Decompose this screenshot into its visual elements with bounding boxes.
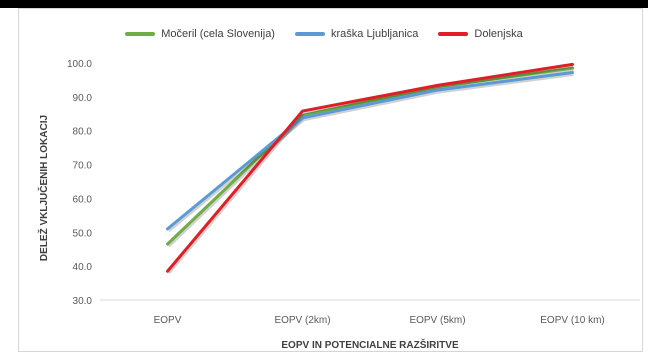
legend-label-2: kraška Ljubljanica <box>330 28 419 40</box>
chart-legend: Močeril (cela Slovenija) kraška Ljubljan… <box>0 26 648 42</box>
legend-swatch-2 <box>294 32 325 36</box>
legend-label-1: Močeril (cela Slovenija) <box>161 28 275 40</box>
y-tick-label: 50.0 <box>73 228 93 239</box>
y-tick-label: 60.0 <box>73 194 93 205</box>
legend-item-2: kraška Ljubljanica <box>294 26 419 42</box>
series-line-3 <box>166 62 574 273</box>
y-axis-title: DELEŽ VKLJUČENIH LOKACIJ <box>37 115 50 261</box>
series-line-shadow <box>167 71 574 232</box>
series-lines <box>166 62 574 275</box>
legend-item-1: Močeril (cela Slovenija) <box>125 26 275 42</box>
y-tick-label: 90.0 <box>73 93 93 104</box>
x-tick-label: EOPV (10 km) <box>540 315 604 326</box>
series-line-shadow <box>167 67 574 248</box>
series-line-1 <box>166 66 574 246</box>
series-line-shadow <box>166 63 574 275</box>
y-tick-label: 30.0 <box>73 296 93 307</box>
legend-item-3: Dolenjska <box>438 26 523 42</box>
x-tick-label: EOPV (2km) <box>274 315 330 326</box>
x-tick-label: EOPV <box>154 315 182 326</box>
legend-swatch-1 <box>125 32 156 36</box>
legend-swatch-3 <box>438 32 469 36</box>
y-tick-label: 40.0 <box>73 262 93 273</box>
x-axis-ticks: EOPV EOPV (2km) EOPV (5km) EOPV (10 km) <box>154 315 605 326</box>
legend-label-3: Dolenjska <box>474 28 523 40</box>
x-tick-label: EOPV (5km) <box>409 315 465 326</box>
y-tick-label: 100.0 <box>67 59 92 70</box>
y-tick-label: 70.0 <box>73 161 93 172</box>
top-border-bar <box>0 0 648 8</box>
y-tick-label: 80.0 <box>73 127 93 138</box>
series-line-2 <box>166 70 574 231</box>
chart-frame <box>18 8 643 352</box>
x-axis-title: EOPV IN POTENCIALNE RAZŠIRITVE <box>281 338 459 351</box>
y-axis-ticks: 30.0 40.0 50.0 60.0 70.0 80.0 90.0 100.0 <box>67 59 92 307</box>
